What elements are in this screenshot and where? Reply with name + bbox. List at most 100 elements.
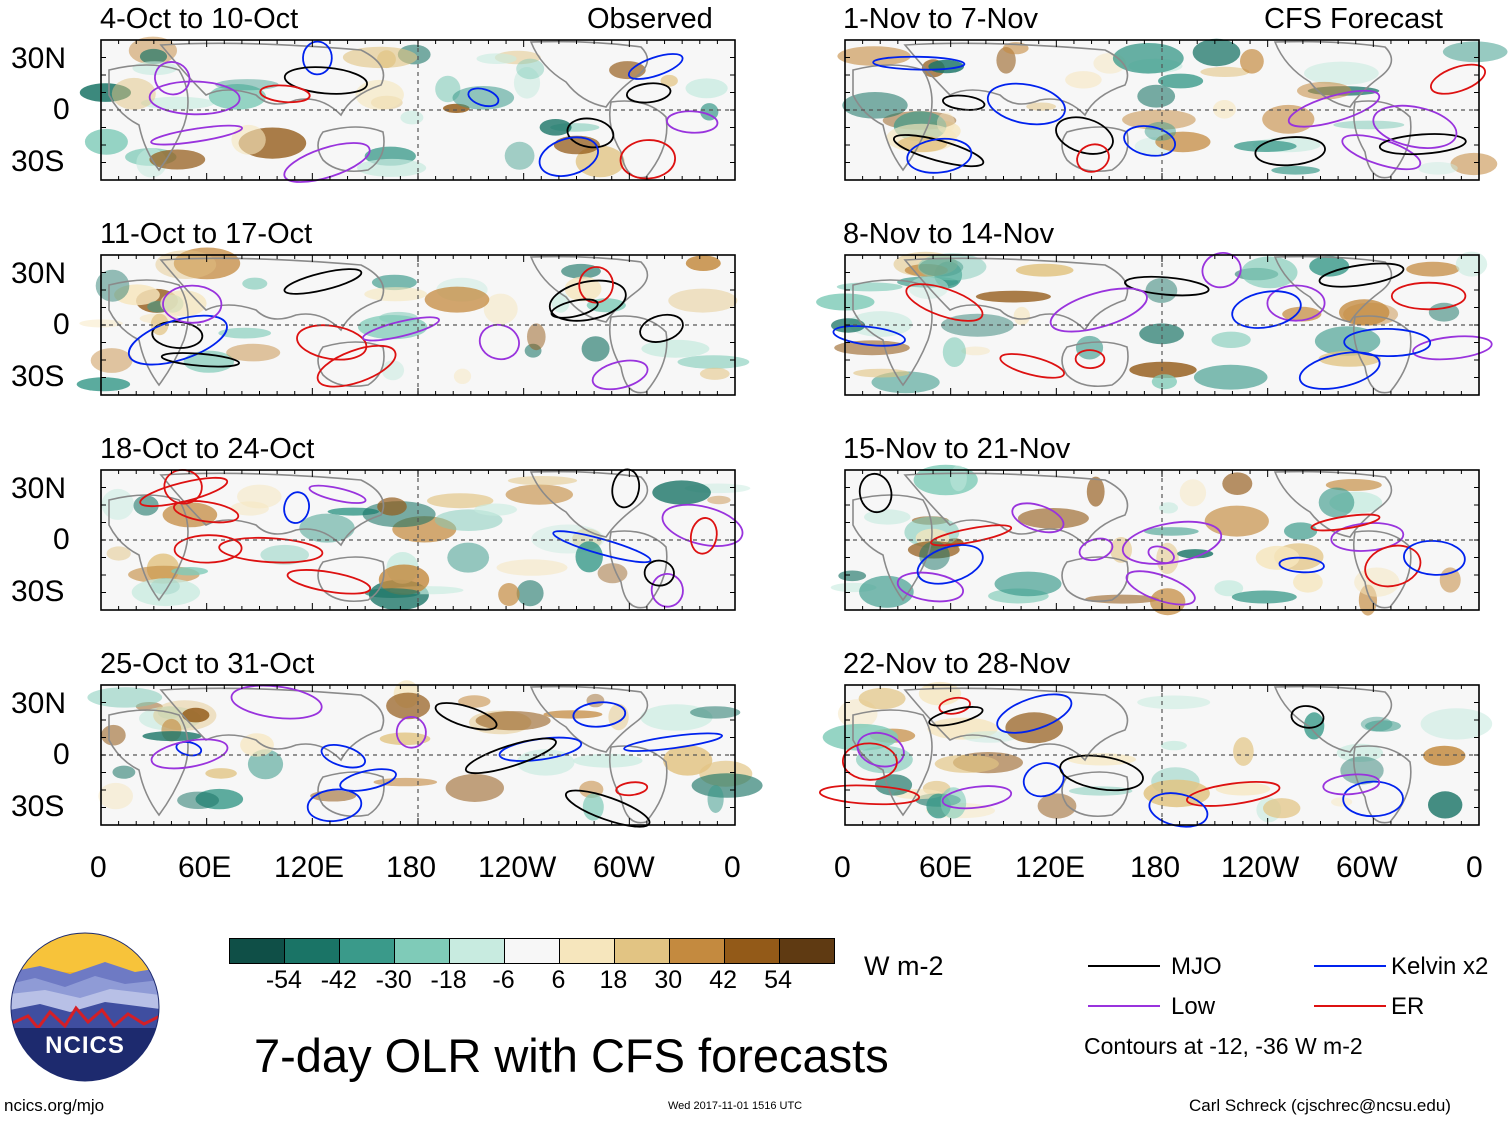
olr-anomaly-blob xyxy=(539,119,572,136)
wave-contour xyxy=(434,702,498,731)
wave-contour xyxy=(906,137,973,174)
lon-label: 0 xyxy=(1466,851,1483,884)
olr-anomaly-blob xyxy=(160,290,207,317)
wave-contour xyxy=(842,742,898,781)
legend-er: ER xyxy=(1391,993,1425,1020)
olr-anomaly-blob xyxy=(139,48,168,65)
wave-contour xyxy=(162,284,223,324)
lon-label: 60W xyxy=(1336,851,1398,884)
colorbar-tick-label: -18 xyxy=(430,966,467,994)
map-panel xyxy=(76,247,750,396)
wave-contour xyxy=(639,313,684,343)
olr-anomaly-blob xyxy=(1428,791,1463,819)
olr-anomaly-blob xyxy=(76,377,131,392)
wave-contour xyxy=(1266,284,1326,322)
olr-anomaly-blob xyxy=(475,711,551,731)
olr-anomaly-blob xyxy=(1037,793,1077,819)
olr-anomaly-blob xyxy=(1065,71,1102,89)
coastline xyxy=(108,279,189,387)
wave-contour xyxy=(151,320,204,349)
colorbar-cell xyxy=(504,939,559,963)
olr-anomaly-blob xyxy=(975,290,1051,303)
olr-anomaly-blob xyxy=(699,367,730,380)
colorbar-tick-label: -6 xyxy=(492,966,515,994)
olr-anomaly-blob xyxy=(1233,737,1254,766)
wave-contour xyxy=(566,117,615,149)
olr-anomaly-blob xyxy=(140,96,215,110)
olr-anomaly-blob xyxy=(1234,140,1297,152)
map-panel xyxy=(100,468,751,611)
olr-anomaly-blob xyxy=(101,724,126,746)
wave-contour xyxy=(1049,287,1148,333)
olr-anomaly-blob xyxy=(1439,567,1461,593)
olr-anomaly-blob xyxy=(685,78,728,99)
panel-title-obs-2: 11-Oct to 17-Oct xyxy=(100,218,313,250)
colorbar-tick-label: 42 xyxy=(709,966,738,994)
wave-contour xyxy=(1231,290,1302,329)
lat-label-30s: 30S xyxy=(11,360,65,393)
olr-anomaly-blob xyxy=(507,476,578,486)
olr-anomaly-blob xyxy=(452,86,515,110)
olr-anomaly-blob xyxy=(1200,66,1250,77)
wave-contour xyxy=(650,573,684,608)
olr-anomaly-blob xyxy=(1017,508,1089,529)
olr-anomaly-blob xyxy=(1144,121,1177,141)
olr-anomaly-blob xyxy=(171,567,209,576)
colorbar-tick-label: 54 xyxy=(764,966,792,994)
olr-anomaly-blob xyxy=(668,288,738,313)
lon-label: 0 xyxy=(724,851,741,884)
olr-anomaly-blob xyxy=(1112,43,1184,74)
olr-anomaly-blob xyxy=(1340,756,1384,785)
olr-anomaly-blob xyxy=(445,774,504,802)
olr-anomaly-blob xyxy=(1075,335,1104,360)
olr-anomaly-blob xyxy=(1450,152,1498,176)
olr-anomaly-blob xyxy=(1271,166,1320,175)
olr-anomaly-blob xyxy=(1214,580,1244,597)
lat-label-30n: 30N xyxy=(11,687,67,720)
wave-contour xyxy=(154,61,191,96)
wave-contour xyxy=(1278,556,1325,574)
olr-anomaly-blob xyxy=(1314,326,1381,356)
wave-contour xyxy=(173,534,243,564)
lon-label: 60W xyxy=(593,851,655,884)
wave-contour xyxy=(283,66,368,95)
lat-label-eq: 0 xyxy=(53,738,70,771)
olr-anomaly-blob xyxy=(357,158,427,177)
observed-header: Observed xyxy=(587,3,713,35)
colorbar-tick-label: 18 xyxy=(599,966,628,994)
olr-anomaly-blob xyxy=(218,327,271,339)
olr-anomaly-blob xyxy=(663,745,713,776)
olr-anomaly-blob xyxy=(101,488,134,520)
olr-anomaly-blob xyxy=(95,269,130,302)
olr-anomaly-blob xyxy=(1331,797,1353,807)
olr-anomaly-blob xyxy=(1304,61,1379,85)
olr-anomaly-blob xyxy=(1143,527,1199,536)
olr-anomaly-blob xyxy=(864,509,911,525)
olr-anomaly-blob xyxy=(242,277,268,290)
wave-contour xyxy=(643,559,675,587)
wave-contour xyxy=(1318,262,1405,288)
map-panel xyxy=(87,680,763,828)
olr-anomaly-blob xyxy=(859,575,914,608)
footer-url[interactable]: ncics.org/mjo xyxy=(4,1096,105,1115)
olr-anomaly-blob xyxy=(917,253,987,281)
olr-anomaly-blob xyxy=(573,753,643,768)
panel-title-obs-1: 4-Oct to 10-Oct xyxy=(100,3,299,35)
wave-contour xyxy=(578,266,614,304)
coastline xyxy=(108,64,189,172)
panel-title-fc-2: 8-Nov to 14-Nov xyxy=(843,218,1055,250)
olr-anomaly-blob xyxy=(837,46,911,66)
wave-contour xyxy=(320,743,366,769)
olr-anomaly-blob xyxy=(853,368,910,378)
lon-label: 180 xyxy=(386,851,437,884)
colorbar xyxy=(229,938,835,964)
coastline xyxy=(108,709,189,817)
olr-anomaly-blob xyxy=(1255,545,1300,570)
coastline xyxy=(608,530,668,609)
wave-contour xyxy=(160,352,240,368)
olr-anomaly-blob xyxy=(483,293,518,325)
wave-contour xyxy=(218,536,324,564)
olr-anomaly-blob xyxy=(934,754,999,773)
colorbar-cell xyxy=(284,939,339,963)
